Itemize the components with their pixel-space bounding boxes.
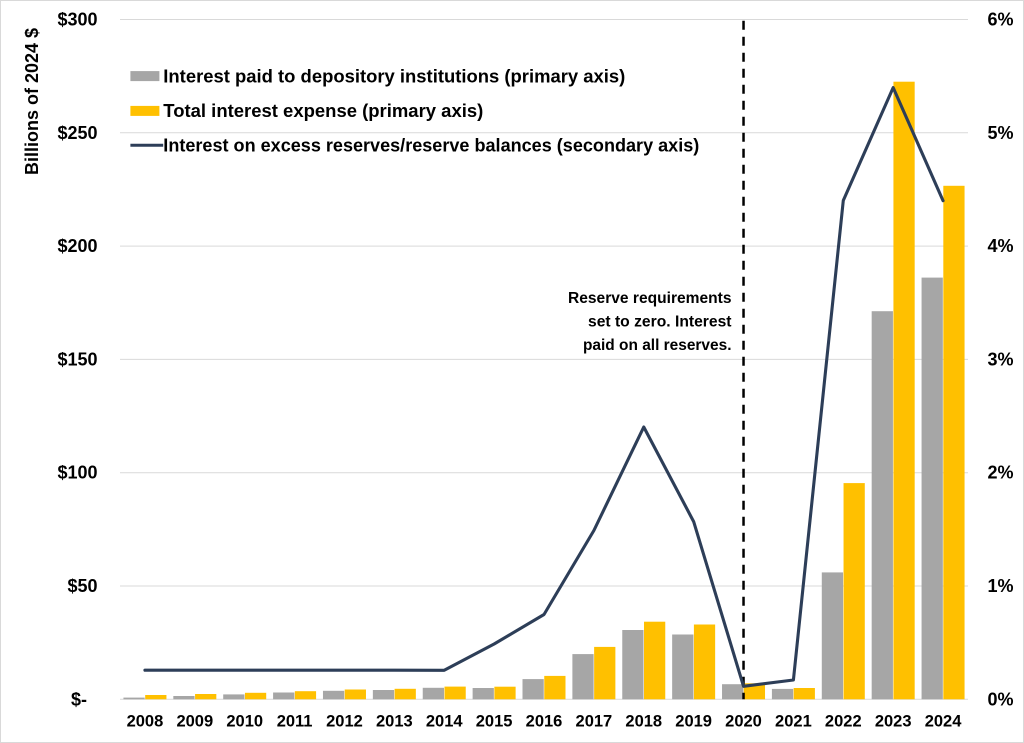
svg-text:$200: $200 — [57, 236, 97, 256]
svg-text:Total interest expense (primar: Total interest expense (primary axis) — [163, 101, 483, 121]
svg-text:$100: $100 — [57, 463, 97, 483]
svg-text:5%: 5% — [987, 123, 1013, 143]
svg-text:1%: 1% — [987, 576, 1013, 596]
svg-text:2020: 2020 — [725, 713, 762, 731]
svg-text:Reserve requirements: Reserve requirements — [568, 290, 732, 307]
svg-text:2011: 2011 — [277, 713, 313, 731]
svg-text:2019: 2019 — [675, 713, 712, 731]
svg-text:paid on all reserves.: paid on all reserves. — [583, 337, 732, 354]
svg-text:2010: 2010 — [226, 713, 263, 731]
svg-text:$250: $250 — [57, 123, 97, 143]
svg-text:0%: 0% — [987, 689, 1013, 709]
svg-text:3%: 3% — [987, 349, 1013, 369]
svg-text:2015: 2015 — [476, 713, 513, 731]
svg-text:2024: 2024 — [925, 713, 963, 731]
svg-text:2%: 2% — [987, 463, 1013, 483]
svg-text:2014: 2014 — [426, 713, 464, 731]
svg-text:Interest paid to depository in: Interest paid to depository institutions… — [163, 66, 625, 86]
svg-text:set to zero. Interest: set to zero. Interest — [588, 314, 732, 331]
svg-text:2017: 2017 — [576, 713, 613, 731]
svg-text:$50: $50 — [67, 576, 97, 596]
svg-text:6%: 6% — [987, 10, 1013, 30]
svg-text:Billions of 2024 $: Billions of 2024 $ — [22, 28, 42, 175]
svg-text:2021: 2021 — [775, 713, 812, 731]
svg-text:2008: 2008 — [127, 713, 164, 731]
svg-text:Interest on excess reserves/re: Interest on excess reserves/reserve bala… — [163, 136, 699, 156]
svg-text:2022: 2022 — [825, 713, 862, 731]
svg-text:4%: 4% — [987, 236, 1013, 256]
svg-text:2023: 2023 — [875, 713, 912, 731]
svg-text:2018: 2018 — [625, 713, 662, 731]
svg-text:$150: $150 — [57, 349, 97, 369]
svg-text:2013: 2013 — [376, 713, 413, 731]
svg-text:2012: 2012 — [326, 713, 363, 731]
svg-text:2009: 2009 — [176, 713, 213, 731]
svg-text:$-: $- — [71, 689, 87, 709]
svg-text:$300: $300 — [57, 10, 97, 30]
svg-text:2016: 2016 — [526, 713, 563, 731]
